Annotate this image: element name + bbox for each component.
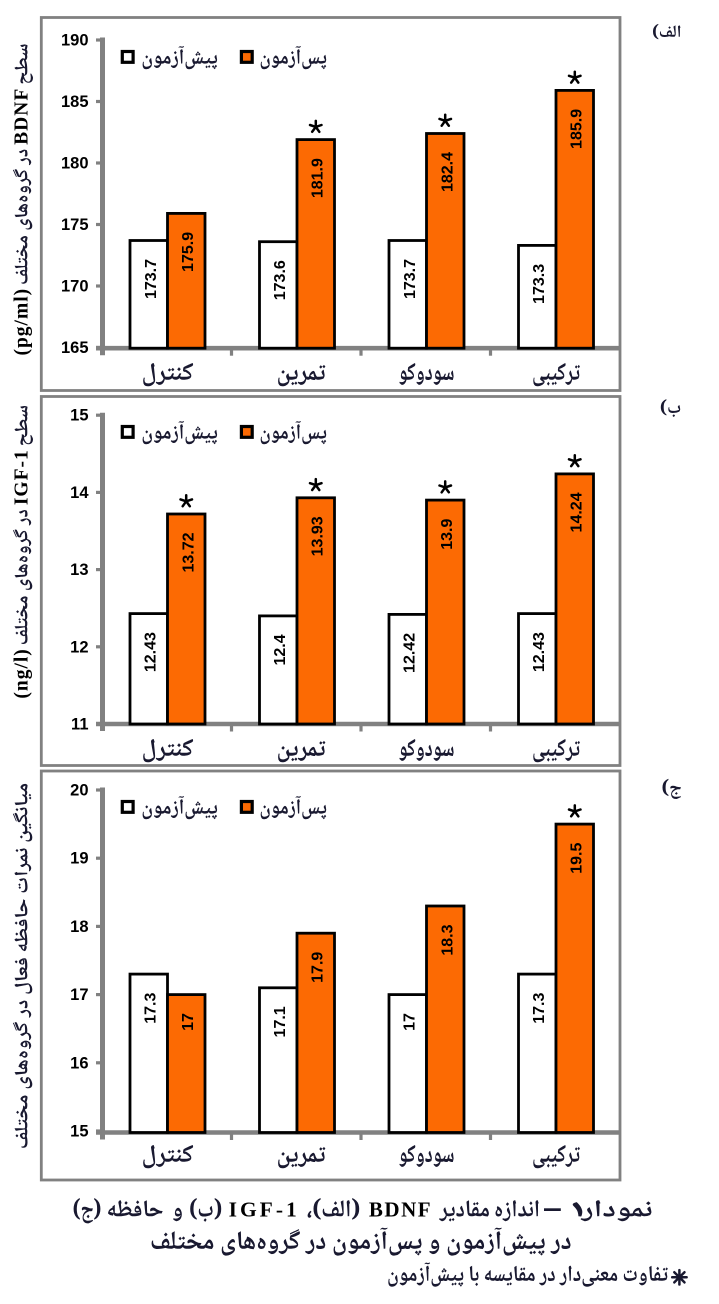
svg-text:(pg/ml): (pg/ml) (12, 288, 33, 356)
svg-text:(ng/l): (ng/l) (12, 648, 33, 698)
svg-text:17: 17 (180, 1013, 197, 1031)
svg-text:12.43: 12.43 (531, 632, 548, 672)
svg-text:17: 17 (402, 1013, 419, 1031)
svg-text:12.42: 12.42 (402, 633, 419, 673)
svg-text:182.4: 182.4 (439, 152, 456, 192)
svg-text:BDNF: BDNF (369, 1198, 432, 1222)
svg-text:IGF-1: IGF-1 (12, 449, 33, 505)
svg-text:17.3: 17.3 (143, 992, 160, 1023)
svg-text:180: 180 (61, 155, 89, 173)
svg-text:173.3: 173.3 (531, 264, 548, 304)
svg-text:170: 170 (61, 278, 89, 296)
svg-text:175: 175 (61, 216, 89, 234)
svg-text:185: 185 (61, 93, 89, 111)
svg-text:175.9: 175.9 (180, 232, 197, 272)
svg-text:17.1: 17.1 (272, 1006, 289, 1037)
svg-text:18: 18 (70, 918, 88, 936)
svg-text:14.24: 14.24 (569, 492, 586, 532)
svg-text:190: 190 (61, 32, 89, 50)
svg-text:13.9: 13.9 (439, 518, 456, 549)
svg-text:12.43: 12.43 (143, 632, 160, 672)
svg-text:13: 13 (70, 561, 88, 579)
svg-text:173.7: 173.7 (402, 259, 419, 299)
svg-text:12.4: 12.4 (272, 634, 289, 665)
svg-text:17.3: 17.3 (531, 992, 548, 1023)
svg-text:13.93: 13.93 (310, 516, 327, 556)
svg-text:11: 11 (71, 716, 88, 734)
svg-text:17: 17 (70, 986, 88, 1004)
svg-text:19: 19 (70, 850, 88, 868)
svg-text:15: 15 (70, 407, 88, 425)
svg-text:173.7: 173.7 (143, 259, 160, 299)
svg-text:19.5: 19.5 (569, 842, 586, 873)
svg-text:173.6: 173.6 (272, 260, 289, 300)
svg-text:15: 15 (70, 1123, 88, 1141)
svg-text:17.9: 17.9 (310, 952, 327, 983)
svg-text:16: 16 (70, 1054, 88, 1072)
svg-text:185.9: 185.9 (569, 109, 586, 149)
svg-text:181.9: 181.9 (310, 158, 327, 198)
svg-text:20: 20 (70, 782, 88, 800)
svg-text:18.3: 18.3 (439, 924, 456, 955)
svg-text:IGF-1: IGF-1 (229, 1198, 300, 1222)
svg-text:14: 14 (70, 484, 89, 502)
svg-text:13.72: 13.72 (180, 532, 197, 572)
svg-text:12: 12 (70, 638, 88, 656)
svg-text:BDNF: BDNF (12, 88, 33, 145)
svg-text:165: 165 (61, 339, 89, 357)
